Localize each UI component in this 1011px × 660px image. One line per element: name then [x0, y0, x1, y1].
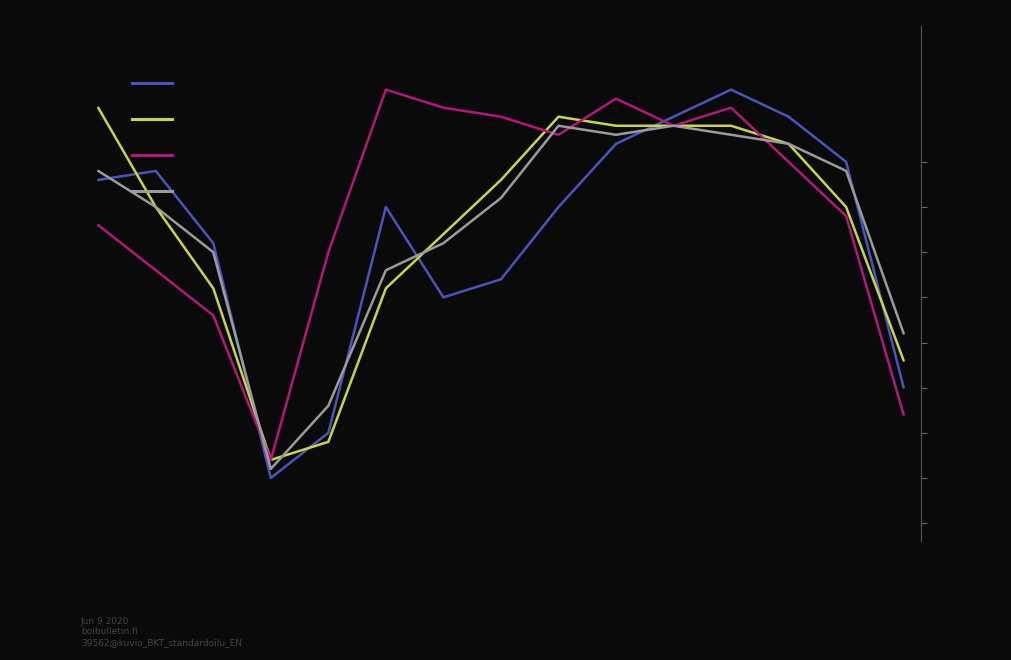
Text: Jun 9 2020
boibulletin.fi
39562@kuvio_BKT_standardoilu_EN: Jun 9 2020 boibulletin.fi 39562@kuvio_BK…: [81, 617, 242, 647]
